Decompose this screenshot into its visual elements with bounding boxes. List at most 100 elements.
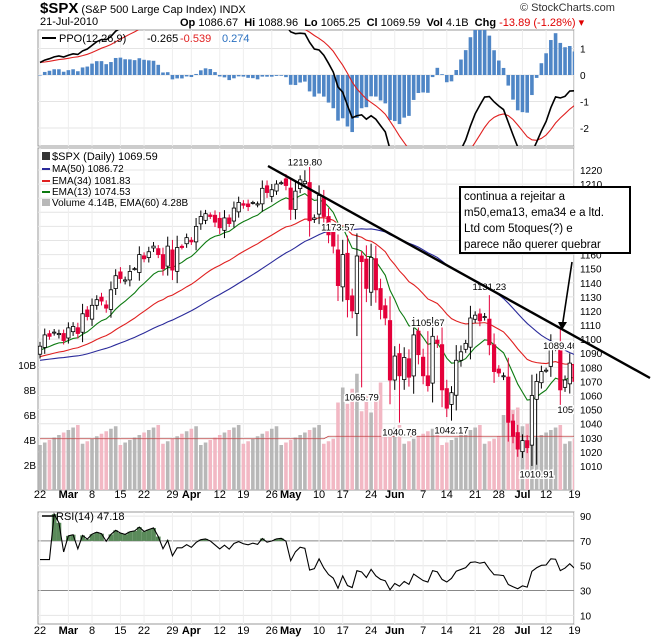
- ppo-histogram-bar: [123, 59, 127, 75]
- volume-bar: [411, 438, 416, 490]
- ppo-histogram-bar: [331, 75, 336, 109]
- ppo-tick-label: 0: [580, 71, 586, 82]
- volume-bar: [293, 437, 298, 490]
- volume-bar: [222, 432, 227, 490]
- ppo-histogram-bar: [142, 59, 146, 75]
- ppo-histogram-bar: [189, 75, 194, 78]
- volume-bar: [213, 437, 217, 490]
- candle-body: [61, 333, 66, 341]
- candle-body: [477, 313, 482, 322]
- x-tick-label: 10: [313, 489, 325, 501]
- candle-body: [506, 376, 511, 423]
- ppo-histogram-bar: [497, 60, 501, 75]
- volume-bar: [553, 427, 558, 490]
- volume-bar: [478, 425, 482, 490]
- ppo-histogram-bar: [298, 75, 302, 83]
- ppo-histogram-bar: [459, 59, 463, 75]
- price-tick-label: 1150: [580, 265, 602, 276]
- ppo-histogram-bar: [378, 75, 383, 101]
- candle-body: [402, 357, 407, 380]
- candle-body: [89, 304, 95, 320]
- candle-body: [80, 313, 85, 333]
- volume-bar: [85, 441, 90, 490]
- volume-bar: [392, 427, 397, 490]
- ppo-histogram-bar: [463, 50, 468, 75]
- rsi-overbought-fill: [122, 534, 128, 541]
- ppo-histogram-bar: [90, 63, 94, 75]
- ppo-histogram-bar: [222, 75, 227, 78]
- x-tick-label: 10: [313, 625, 325, 637]
- rsi-overbought-fill: [132, 530, 137, 541]
- rsi-overbought-fill: [274, 538, 279, 541]
- candle-body: [430, 335, 435, 384]
- volume-bar: [236, 425, 241, 490]
- ppo-histogram-bar: [350, 75, 354, 133]
- symbol-full-name: (S&P 500 Large Cap Index): [81, 4, 217, 16]
- ppo-tick-label: -2: [580, 124, 589, 135]
- candle-body: [544, 369, 549, 372]
- rsi-tick-label: 70: [580, 537, 592, 548]
- candle-body: [104, 304, 109, 309]
- volume-bar: [42, 442, 47, 490]
- ppo-histogram-bar: [251, 75, 255, 79]
- volume-bar: [288, 440, 293, 490]
- ppo-histogram-bar: [307, 75, 312, 92]
- x-tick-label: May: [280, 489, 302, 501]
- x-tick-label: Apr: [182, 489, 202, 501]
- candle-body: [572, 363, 574, 382]
- ppo-panel: [37, 29, 575, 147]
- volume-bar: [397, 425, 402, 490]
- candle-body: [444, 388, 449, 409]
- annotation-line: continua a rejeitar a: [464, 191, 566, 203]
- volume-bar: [265, 431, 269, 490]
- annotation-line: m50,ema13, ema34 e a ltd.: [464, 207, 604, 219]
- ppo-histogram-bar: [232, 75, 236, 79]
- candle-body: [274, 183, 279, 192]
- annotation-line: parece não querer quebrar: [464, 239, 601, 251]
- ppo-histogram-bar: [359, 75, 364, 109]
- candle-body: [198, 216, 203, 225]
- x-tick-label: 22: [34, 625, 46, 637]
- volume-bar: [47, 440, 52, 490]
- ppo-histogram-bar: [146, 60, 151, 75]
- volume-bar: [567, 441, 572, 490]
- volume-bar: [151, 427, 156, 490]
- ppo-histogram-bar: [57, 69, 61, 75]
- candle-body: [222, 217, 227, 231]
- volume-bar: [246, 441, 250, 490]
- x-tick-label: 24: [365, 489, 377, 501]
- price-tick-label: 1160: [580, 251, 602, 262]
- candle-body: [454, 359, 459, 396]
- x-tick-label: 12: [214, 489, 226, 501]
- candle-body: [264, 185, 270, 193]
- rsi-tick-label: 10: [580, 611, 592, 622]
- volume-bar: [449, 440, 454, 490]
- volume-legend: Volume 4.14B, EMA(60) 4.28B: [52, 198, 189, 209]
- volume-bar: [326, 441, 331, 490]
- price-tick-label: 1220: [580, 166, 603, 177]
- brand[interactable]: © StockCharts.com: [520, 2, 615, 14]
- candle-body: [520, 440, 525, 453]
- open-value: 1086.67: [198, 17, 239, 29]
- rsi-overbought-fill: [66, 535, 71, 541]
- candle-body: [208, 214, 213, 217]
- candle-body: [354, 255, 360, 314]
- rsi-tick-label: 90: [580, 512, 592, 523]
- candle-body: [525, 440, 530, 449]
- x-tick-label: 17: [337, 489, 349, 501]
- volume-bar: [430, 428, 435, 490]
- resistance-trendline[interactable]: [267, 164, 651, 380]
- ppo-histogram-bar: [388, 75, 392, 120]
- candle-body: [411, 334, 416, 377]
- ppo-histogram-bar: [421, 75, 425, 93]
- volume-tick-label: 4B: [24, 436, 37, 447]
- candle-body: [246, 203, 251, 208]
- date: 21-Jul-2010: [40, 16, 99, 28]
- candle-body: [118, 271, 123, 279]
- ppo-histogram-bar: [217, 75, 222, 77]
- ppo-histogram-bar: [473, 30, 477, 75]
- ppo-histogram-bar: [180, 75, 184, 79]
- volume-bar: [402, 443, 407, 490]
- ma50-legend: MA(50) 1086.72: [52, 164, 124, 175]
- rsi-overbought-fill: [127, 531, 133, 541]
